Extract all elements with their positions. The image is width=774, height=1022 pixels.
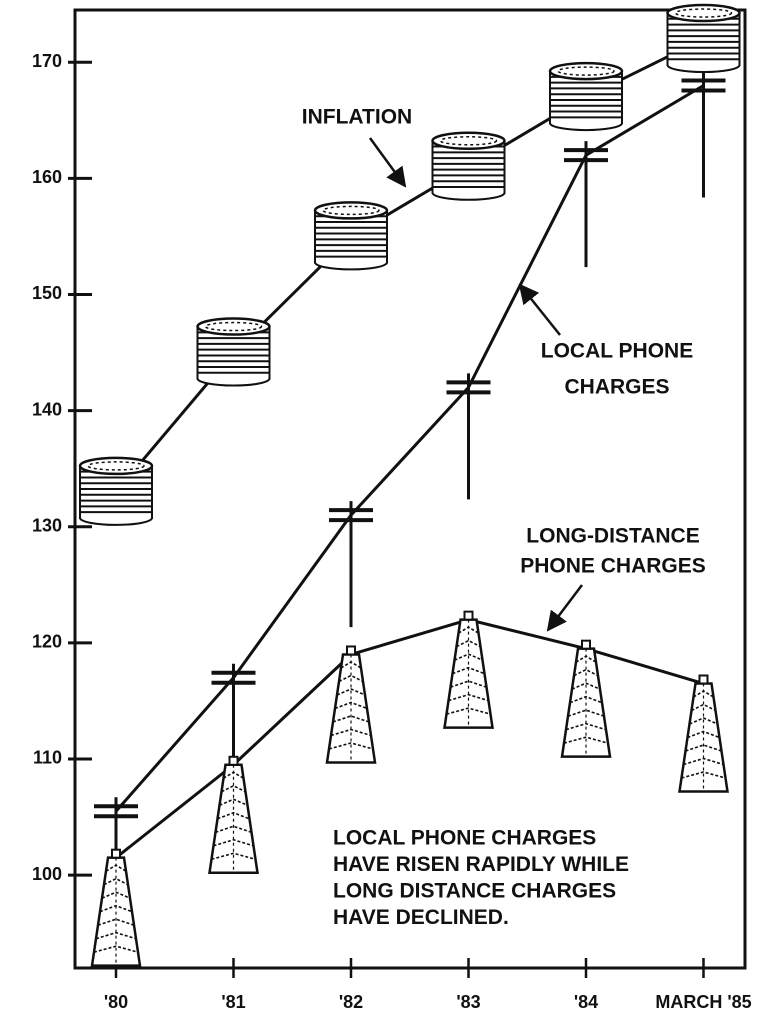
y-tick-label: 110 [33,748,62,768]
tower-tip [347,646,355,654]
arrow [520,285,560,335]
series-line [116,620,704,858]
tower-tip [700,676,708,684]
y-tick-label: 130 [32,515,62,535]
coin-stack [433,133,505,200]
plot-frame [75,10,745,968]
x-tick-label: '82 [339,992,363,1012]
coin-stack [550,63,622,130]
annotation: LONG DISTANCE CHARGES [333,880,616,903]
annotation: CHARGES [564,376,669,399]
coin-top [80,458,152,474]
x-tick-label: '83 [456,992,480,1012]
chart: 100 110 120 130 140 150 160 170 '80 '81 '82 '83 '84 M… [0,0,774,1022]
tower-tip [582,641,590,649]
y-tick-label: 160 [32,167,62,187]
annotation: INFLATION [302,106,412,129]
arrow [548,585,582,630]
y-tick-label: 170 [32,51,62,71]
tower [445,612,493,728]
telephone-pole [682,71,726,197]
series-line [116,85,704,811]
coin-top [315,202,387,218]
tower [92,850,140,966]
telephone-pole [447,373,491,499]
y-tick-label: 150 [32,283,62,303]
tower-tip [230,757,238,765]
coin-top [433,133,505,149]
coin-stack [315,202,387,269]
coin-top [198,319,270,335]
tower [210,757,258,873]
coin-top [668,5,740,21]
coin-stack [80,458,152,525]
annotation: HAVE RISEN RAPIDLY WHILE [333,853,629,876]
x-tick-label: '80 [104,992,128,1012]
annotation: PHONE CHARGES [520,555,706,578]
arrow [370,138,405,186]
coin-top [550,63,622,79]
tower-tip [112,850,120,858]
coin-stack [668,5,740,72]
tower [327,646,375,762]
annotation: LOCAL PHONE [541,340,693,363]
y-tick-label: 100 [32,864,62,884]
tower [680,676,728,792]
x-tick-label: '84 [574,992,598,1012]
annotation: LOCAL PHONE CHARGES [333,827,596,850]
tower [562,641,610,757]
telephone-pole [329,501,373,627]
x-tick-label: MARCH '85 [655,992,751,1012]
y-tick-label: 140 [32,399,62,419]
annotation: HAVE DECLINED. [333,906,509,929]
coin-stack [198,319,270,386]
annotation: LONG-DISTANCE [526,525,699,548]
x-tick-label: '81 [221,992,245,1012]
tower-tip [465,612,473,620]
y-tick-label: 120 [32,632,62,652]
telephone-pole [564,141,608,267]
